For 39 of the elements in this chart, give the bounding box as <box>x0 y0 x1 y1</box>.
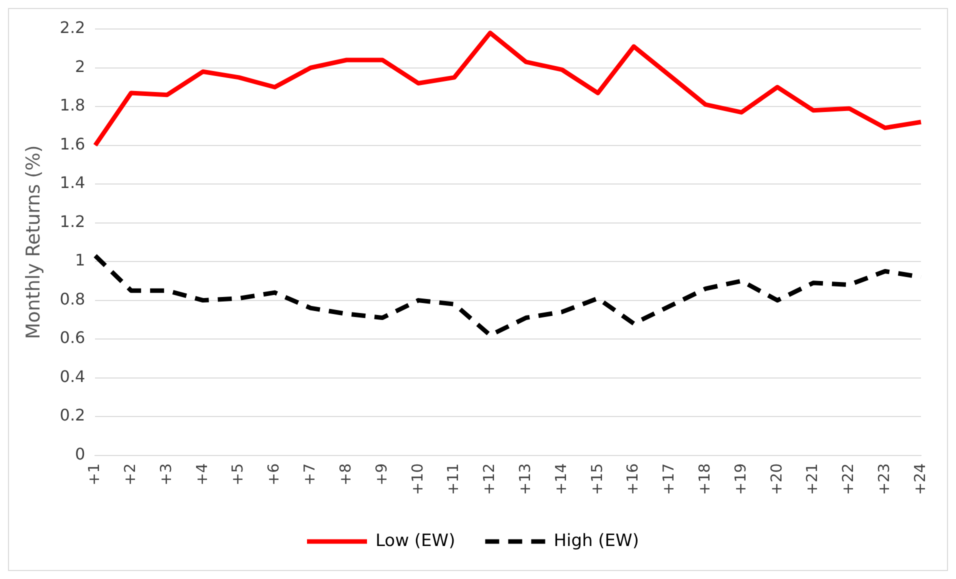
x-tick-label: +8 <box>336 463 354 486</box>
x-tick-label: +20 <box>767 463 786 495</box>
y-tick-label: 0.6 <box>60 328 86 348</box>
legend-label: High (EW) <box>554 530 639 551</box>
x-tick-label: +4 <box>192 463 211 486</box>
y-tick-label: 1.2 <box>60 212 86 231</box>
x-tick-label: +18 <box>695 463 714 495</box>
y-tick-label: 1.4 <box>60 173 86 192</box>
x-tick-label: +2 <box>121 463 140 486</box>
x-tick-label: +3 <box>156 463 175 486</box>
y-tick-label: 0.4 <box>60 366 86 386</box>
x-tick-label: +14 <box>552 463 570 495</box>
x-tick-label: +22 <box>839 463 858 495</box>
y-axis-title: Monthly Returns (%) <box>22 145 44 340</box>
x-tick-label: +5 <box>228 463 247 486</box>
x-tick-label: +16 <box>624 463 642 495</box>
x-tick-label: +9 <box>372 463 390 486</box>
legend-label: Low (EW) <box>376 530 456 551</box>
x-tick-label: +12 <box>480 463 498 495</box>
y-tick-label: 0.8 <box>60 289 86 308</box>
x-tick-label: +11 <box>444 463 462 495</box>
x-tick-label: +13 <box>516 463 534 495</box>
y-tick-label: 1.6 <box>60 134 86 154</box>
x-tick-label: +17 <box>660 463 678 495</box>
x-tick-label: +15 <box>588 463 606 495</box>
x-tick-label: +7 <box>300 463 319 486</box>
x-tick-label: +6 <box>264 463 283 486</box>
x-tick-label: +23 <box>874 463 893 495</box>
y-tick-label: 0.2 <box>60 406 86 425</box>
y-tick-label: 0 <box>75 444 86 464</box>
x-tick-label: +10 <box>408 463 426 495</box>
y-tick-label: 1 <box>75 250 86 270</box>
y-tick-label: 2.2 <box>60 18 86 38</box>
x-tick-label: +24 <box>910 463 929 495</box>
x-tick-label: +21 <box>803 463 822 495</box>
x-tick-label: +1 <box>85 463 104 486</box>
x-tick-label: +19 <box>731 463 750 495</box>
y-tick-label: 2 <box>75 56 86 76</box>
y-tick-label: 1.8 <box>60 96 86 115</box>
